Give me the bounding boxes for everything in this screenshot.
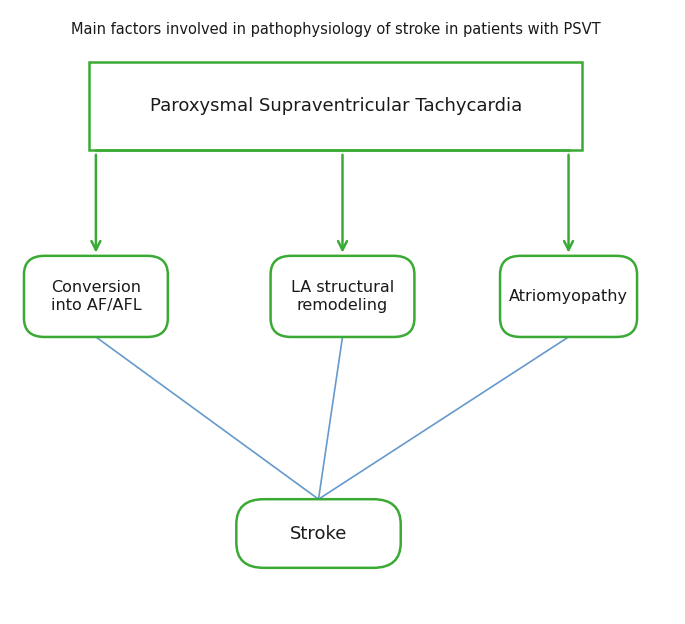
- FancyBboxPatch shape: [89, 62, 582, 150]
- FancyBboxPatch shape: [500, 256, 637, 337]
- FancyBboxPatch shape: [271, 256, 414, 337]
- Text: Paroxysmal Supraventricular Tachycardia: Paroxysmal Supraventricular Tachycardia: [149, 97, 522, 115]
- FancyBboxPatch shape: [24, 256, 168, 337]
- Text: Atriomyopathy: Atriomyopathy: [509, 289, 628, 304]
- Text: Stroke: Stroke: [290, 525, 347, 542]
- Text: LA structural
remodeling: LA structural remodeling: [291, 280, 394, 313]
- Text: Main factors involved in pathophysiology of stroke in patients with PSVT: Main factors involved in pathophysiology…: [71, 22, 601, 37]
- FancyBboxPatch shape: [236, 499, 401, 568]
- Text: Conversion
into AF/AFL: Conversion into AF/AFL: [51, 280, 141, 313]
